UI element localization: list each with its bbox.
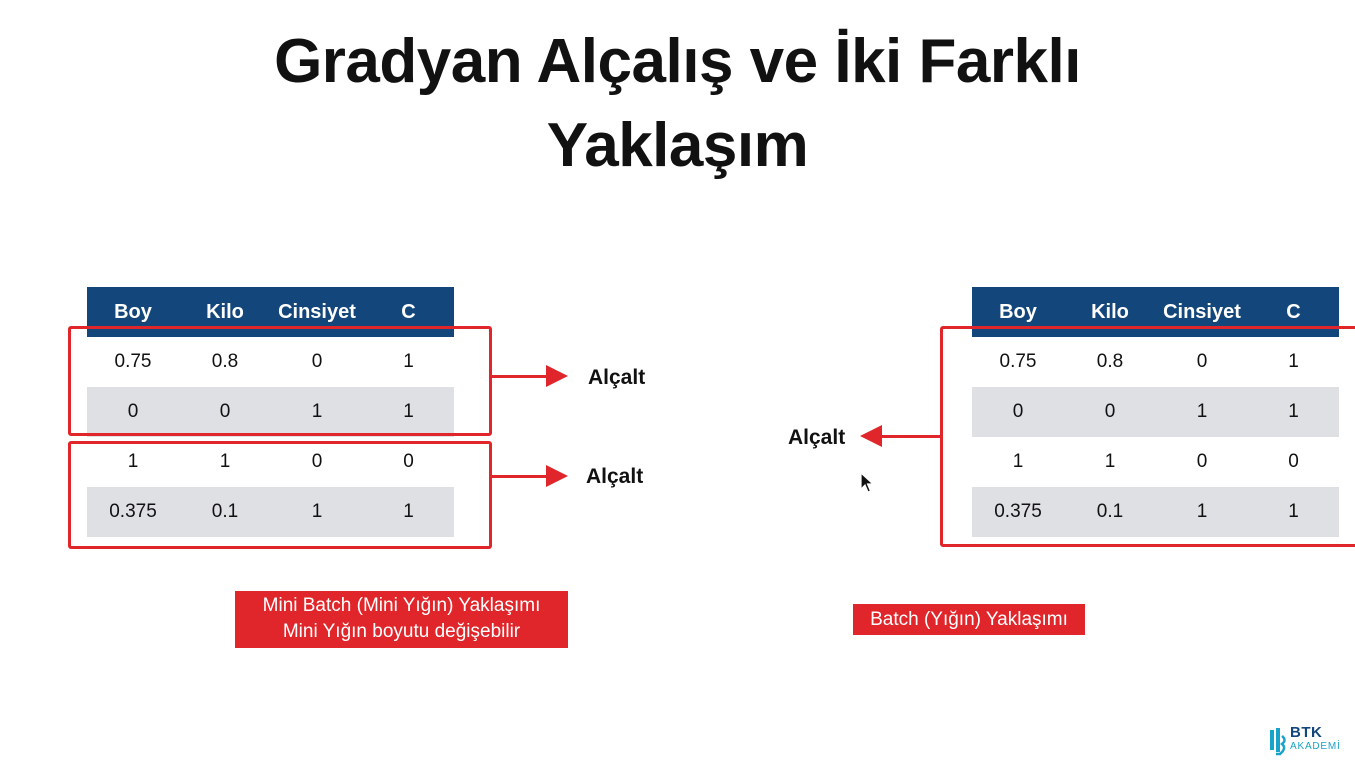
slide-title-line1: Gradyan Alçalış ve İki Farklı	[274, 27, 1081, 96]
mini-batch-box-1	[68, 326, 492, 436]
table-cell: 0	[311, 451, 323, 472]
column-header: C	[1286, 300, 1301, 323]
logo-text-line1: BTK	[1290, 724, 1323, 741]
table-cell: 1	[311, 401, 323, 422]
slide-title: Gradyan Alçalış ve İki Farklı Yaklaşım	[0, 20, 1355, 188]
descend-label-2: Alçalt	[586, 465, 644, 488]
column-header: Cinsiyet	[278, 300, 356, 323]
column-header: C	[401, 300, 416, 323]
table-row: 0.75 0.8 0 1	[972, 337, 1339, 387]
arrow-1-line	[490, 375, 546, 378]
table-cell: 1	[1288, 401, 1299, 422]
table-cell: 0.8	[211, 351, 239, 372]
table-cell: 0	[1196, 451, 1208, 472]
mini-batch-caption-line2: Mini Yığın boyutu değişebilir	[282, 621, 521, 642]
table-row: 0 0 1 1	[87, 387, 454, 437]
mini-batch-caption-line1: Mini Batch (Mini Yığın) Yaklaşımı	[262, 595, 541, 616]
table-cell: 1	[1288, 351, 1299, 372]
table-cell: 0	[311, 351, 323, 372]
table-cell: 0.8	[1096, 351, 1124, 372]
column-header: Boy	[114, 300, 152, 323]
column-header: Kilo	[206, 300, 244, 323]
table-cell: 1	[403, 501, 414, 522]
table-cell: 0	[1104, 401, 1116, 422]
table-cell: 0	[219, 401, 231, 422]
column-header: Boy	[999, 300, 1037, 323]
arrow-3-head	[860, 425, 882, 447]
batch-caption: Batch (Yığın) Yaklaşımı	[853, 604, 1085, 635]
logo-text-line2: AKADEMİ	[1290, 741, 1341, 752]
column-header: Cinsiyet	[1163, 300, 1241, 323]
mini-batch-caption: Mini Batch (Mini Yığın) Yaklaşımı Mini Y…	[235, 591, 568, 648]
table-cell: 0	[403, 451, 414, 472]
table-row: 1 1 0 0	[87, 437, 454, 487]
table-cell: 0.375	[994, 501, 1042, 522]
arrow-2-head	[546, 465, 568, 487]
table-cell: 1	[1196, 501, 1208, 522]
batch-box	[940, 326, 1355, 547]
table-cell: 0.75	[114, 351, 152, 372]
table-cell: 0.1	[211, 501, 239, 522]
table-cell: 1	[1012, 451, 1024, 472]
left-data-table: Boy Kilo Cinsiyet C 0.75 0.8 0 1 0 0 1 1…	[87, 287, 454, 537]
table-cell: 1	[219, 451, 231, 472]
column-header: Kilo	[1091, 300, 1129, 323]
right-data-table: Boy Kilo Cinsiyet C 0.75 0.8 0 1 0 0 1 1…	[972, 287, 1339, 537]
arrow-1-head	[546, 365, 568, 387]
logo-text: BTK AKADEMİ	[1290, 724, 1341, 754]
table-cell: 1	[1104, 451, 1116, 472]
table-cell: 0.75	[999, 351, 1037, 372]
mouse-cursor-icon	[860, 472, 874, 493]
descend-label-3: Alçalt	[788, 426, 846, 449]
descend-label-1: Alçalt	[588, 366, 646, 389]
table-cell: 1	[403, 401, 414, 422]
table-row: 0.375 0.1 1 1	[87, 487, 454, 537]
table-row: 1 1 0 0	[972, 437, 1339, 487]
table-cell: 1	[1196, 401, 1208, 422]
table-cell: 0	[1196, 351, 1208, 372]
mini-batch-box-2	[68, 441, 492, 549]
slide-title-line2: Yaklaşım	[546, 111, 809, 180]
table-row: 0.75 0.8 0 1	[87, 337, 454, 387]
table-cell: 0	[1012, 401, 1024, 422]
table-cell: 0	[127, 401, 139, 422]
arrow-2-line	[490, 475, 546, 478]
arrow-3-line	[882, 435, 940, 438]
btk-akademi-logo: BTK AKADEMİ	[1268, 724, 1341, 756]
table-cell: 1	[403, 351, 414, 372]
table-cell: 1	[1288, 501, 1299, 522]
batch-caption-text: Batch (Yığın) Yaklaşımı	[870, 609, 1068, 630]
table-cell: 1	[311, 501, 323, 522]
table-row: 0.375 0.1 1 1	[972, 487, 1339, 537]
btk-logo-mark-icon	[1270, 728, 1286, 756]
table-cell: 0	[1288, 451, 1299, 472]
table-cell: 1	[127, 451, 139, 472]
table-cell: 0.1	[1096, 501, 1124, 522]
table-row: 0 0 1 1	[972, 387, 1339, 437]
table-cell: 0.375	[109, 501, 157, 522]
